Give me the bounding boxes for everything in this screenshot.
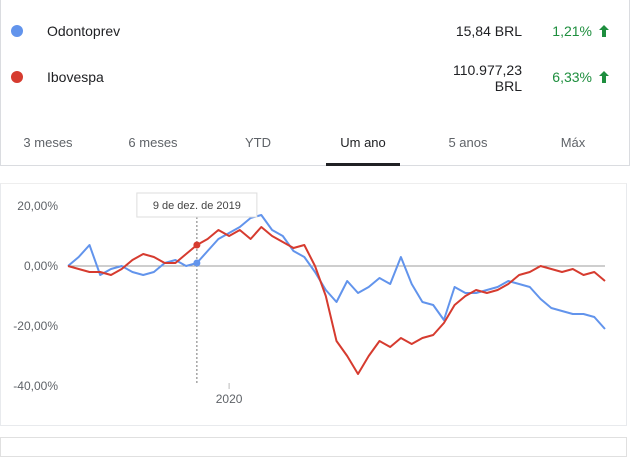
hover-dot [193, 241, 201, 249]
series-line [67, 214, 606, 330]
stock-change: 6,33% [552, 69, 592, 85]
legend-dot [11, 71, 23, 83]
y-tick-label: -20,00% [13, 319, 58, 333]
stock-name: Ibovespa [47, 69, 104, 85]
range-tab[interactable]: 6 meses [128, 135, 178, 150]
legend-dot [11, 25, 23, 37]
range-tab[interactable]: Um ano [340, 135, 386, 150]
range-tab[interactable]: 3 meses [23, 135, 73, 150]
y-tick-label: 20,00% [17, 199, 58, 213]
x-tick-label: 2020 [216, 392, 243, 406]
range-tab[interactable]: Máx [560, 135, 586, 150]
y-tick-label: -40,00% [13, 379, 58, 393]
stock-price: 110.977,23 BRL [452, 62, 522, 94]
summary-card [0, 0, 630, 166]
stock-name: Odontoprev [47, 23, 121, 39]
y-tick-label: 0,00% [24, 259, 58, 273]
up-arrow [599, 71, 609, 83]
stock-price: 15,84 BRL [455, 23, 522, 39]
series-line [67, 226, 606, 375]
chart: 20,00% 0,00% -20,00% -40,00% 2020 9 de dez. d… [13, 192, 606, 406]
range-tab[interactable]: YTD [245, 135, 271, 150]
tab-indicator [326, 163, 400, 166]
hover-dot [193, 259, 201, 267]
hover-tooltip [136, 192, 258, 218]
chart-card [0, 183, 627, 426]
next-card [0, 437, 627, 457]
hover-label: 9 de dez. de 2019 [153, 200, 241, 212]
up-arrow [599, 25, 609, 37]
stock-change: 1,21% [552, 23, 592, 39]
range-tab[interactable]: 5 anos [448, 135, 488, 150]
